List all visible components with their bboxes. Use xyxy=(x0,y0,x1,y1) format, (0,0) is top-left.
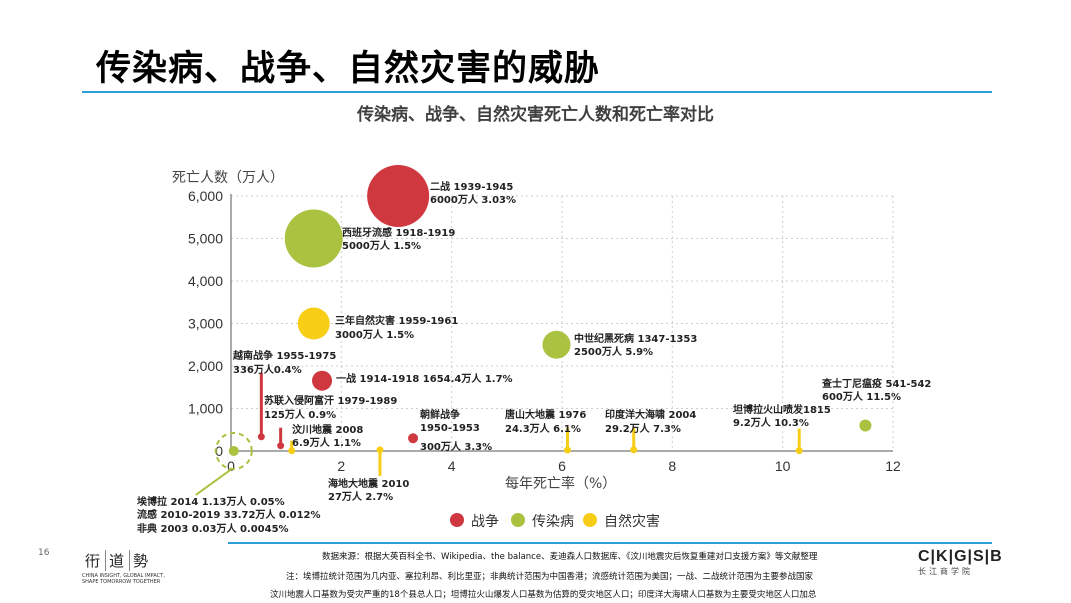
x-tick-label: 0 xyxy=(227,458,235,474)
label-afghan-war: 苏联入侵阿富汗 1979-1989 xyxy=(264,394,397,407)
label-sars: 非典 2003 0.03万人 0.0045% xyxy=(137,522,289,535)
label-wenchuan-quake: 汶川地震 2008 xyxy=(292,423,363,436)
x-tick-label: 6 xyxy=(558,458,566,474)
marker-tambora-dot xyxy=(795,447,803,455)
label-three-year-disaster-value: 3000万人 1.5% xyxy=(335,328,414,341)
ckgsb-english: C|K|G|S|B xyxy=(918,548,1003,565)
y-tick-label: 0 xyxy=(215,443,223,459)
bubble-wwi xyxy=(312,370,333,391)
y-tick-label: 6,000 xyxy=(188,188,223,204)
label-wwii: 二战 1939-1945 xyxy=(430,180,513,193)
x-tick-label: 12 xyxy=(885,458,901,474)
marker-haiti-quake-dot xyxy=(376,446,384,454)
label-justinian-plague: 查士丁尼瘟疫 541-542 xyxy=(821,377,931,390)
label-tambora: 坦博拉火山喷发1815 xyxy=(733,403,831,416)
x-axis-title: 每年死亡率（%） xyxy=(505,475,616,492)
callout-line xyxy=(195,468,233,496)
label-wwii-value: 6000万人 3.03% xyxy=(430,193,516,206)
legend-label: 战争 xyxy=(471,514,499,530)
x-tick-label: 4 xyxy=(448,458,456,474)
y-tick-label: 5,000 xyxy=(188,231,223,247)
label-flu: 流感 2010-2019 33.72万人 0.012% xyxy=(137,508,321,521)
logo-char: 衎 xyxy=(82,550,107,571)
label-tsunami: 印度洋大海啸 2004 xyxy=(605,408,696,421)
label-spanish-flu-value: 5000万人 1.5% xyxy=(342,239,421,252)
bubble-justinian-plague xyxy=(859,419,872,432)
label-korean-war-value: 300万人 3.3% xyxy=(420,440,492,453)
footer-divider xyxy=(228,542,992,544)
slide-title: 传染病、战争、自然灾害的威胁 xyxy=(96,49,601,89)
source-note: 数据来源：根据大英百科全书、Wikipedia、the balance、麦迪森人… xyxy=(322,552,818,562)
population-note: 汶川地震人口基数为受灾严重的18个县总人口；坦博拉火山爆发人口基数为估算的受灾地… xyxy=(270,590,817,600)
label-spanish-flu: 西班牙流感 1918-1919 xyxy=(342,226,455,239)
label-haiti-quake: 海地大地震 2010 xyxy=(328,477,409,490)
label-three-year-disaster: 三年自然灾害 1959-1961 xyxy=(335,314,458,327)
label-wenchuan-quake-value: 6.9万人 1.1% xyxy=(292,436,361,449)
label-black-death-value: 2500万人 5.9% xyxy=(574,345,653,358)
ckgsb-logo: C|K|G|S|B 长江商学院 xyxy=(918,548,1003,577)
label-vietnam-war-value: 336万人0.4% xyxy=(233,363,302,376)
label-black-death: 中世纪黑死病 1347-1353 xyxy=(574,332,697,345)
title-divider xyxy=(82,91,992,93)
label-justinian-plague-value: 600万人 11.5% xyxy=(822,390,901,403)
marker-tangshan-quake-dot xyxy=(564,446,572,454)
legend-swatch xyxy=(450,513,464,527)
label-korean-war-years: 1950-1953 xyxy=(420,423,480,434)
ckgsb-chinese: 长江商学院 xyxy=(918,567,973,576)
marker-vietnam-war-dot xyxy=(257,433,265,441)
label-vietnam-war: 越南战争 1955-1975 xyxy=(232,349,336,362)
x-tick-label: 10 xyxy=(775,458,791,474)
label-wwi: 一战 1914-1918 1654.4万人 1.7% xyxy=(336,372,513,385)
y-tick-label: 2,000 xyxy=(188,358,223,374)
logo-char: 道 xyxy=(106,550,131,571)
marker-wenchuan-quake-dot xyxy=(288,447,296,455)
highlight-ring xyxy=(214,431,253,470)
scope-note: 注：埃博拉统计范围为几内亚、塞拉利昂、利比里亚；非典统计范围为中国香港；流感统计… xyxy=(286,572,814,582)
y-axis-title: 死亡人数（万人） xyxy=(172,170,284,186)
chart-title: 传染病、战争、自然灾害死亡人数和死亡率对比 xyxy=(357,105,714,125)
bubble-spanish-flu xyxy=(284,209,343,268)
legend-label: 传染病 xyxy=(532,514,574,530)
page-number: 16 xyxy=(38,548,50,558)
legend-label: 自然灾害 xyxy=(604,513,660,530)
label-tangshan-quake: 唐山大地震 1976 xyxy=(505,408,586,421)
y-tick-label: 4,000 xyxy=(188,273,223,289)
label-tsunami-value: 29.2万人 7.3% xyxy=(605,422,681,435)
marker-tsunami-dot xyxy=(630,446,638,454)
y-tick-label: 3,000 xyxy=(188,316,223,332)
bubble-wwii xyxy=(367,165,430,227)
x-tick-label: 2 xyxy=(337,458,345,474)
logo-tagline: CHINA INSIGHT, GLOBAL IMPACT, SHAPE TOMO… xyxy=(82,573,165,585)
label-afghan-war-value: 125万人 0.9% xyxy=(264,408,336,421)
y-tick-label: 1,000 xyxy=(188,401,223,417)
bubble-korean-war xyxy=(408,433,419,444)
x-tick-label: 8 xyxy=(668,458,676,474)
legend-swatch xyxy=(511,513,525,527)
label-ebola: 埃博拉 2014 1.13万人 0.05% xyxy=(137,495,285,508)
logo-characters: 衎道勢 xyxy=(82,550,165,571)
legend-swatch xyxy=(583,513,597,527)
logo-char: 勢 xyxy=(133,552,151,570)
label-tangshan-quake-value: 24.3万人 6.1% xyxy=(505,422,581,435)
marker-afghan-war-dot xyxy=(277,442,285,450)
label-haiti-quake-value: 27万人 2.7% xyxy=(328,490,393,503)
label-tambora-value: 9.2万人 10.3% xyxy=(733,416,809,429)
bubble-three-year-disaster xyxy=(297,307,330,340)
label-korean-war: 朝鲜战争 xyxy=(420,408,460,421)
bubble-ebola-flu-sars xyxy=(228,445,239,456)
brand-logo: 衎道勢 CHINA INSIGHT, GLOBAL IMPACT, SHAPE … xyxy=(82,550,165,585)
scatter-chart: 0 1,000 2,000 3,000 4,000 5,000 6,000 0 2 4 6 8 10 12… xyxy=(137,165,931,535)
bubble-black-death xyxy=(542,330,571,359)
